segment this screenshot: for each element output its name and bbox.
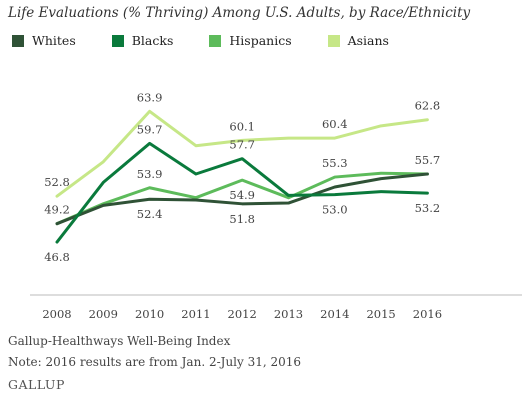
data-label-hispanics-2010: 53.9: [137, 167, 163, 181]
x-tick-label-2010: 2010: [135, 307, 164, 321]
data-label-blacks-2008: 46.8: [44, 250, 70, 264]
data-label-blacks-2012: 57.7: [229, 138, 255, 152]
legend-item-whites: Whites: [12, 33, 76, 48]
series-line-blacks: [55, 141, 429, 244]
x-tick-label-2015: 2015: [366, 307, 395, 321]
data-label-asians-2010: 63.9: [137, 90, 163, 104]
data-label-asians-2016: 62.8: [415, 99, 441, 113]
legend-swatch-blacks: [111, 34, 124, 47]
series-line-hispanics: [55, 171, 429, 226]
x-tick-label-2016: 2016: [413, 307, 442, 321]
chart-title: Life Evaluations (% Thriving) Among U.S.…: [8, 5, 471, 21]
data-label-asians-2012: 60.1: [229, 119, 255, 133]
series-line-asians: [55, 109, 429, 198]
legend-label-asians: Asians: [347, 33, 389, 48]
legend-swatch-asians: [327, 34, 340, 47]
data-label-hispanics-2012: 54.9: [229, 188, 255, 202]
legend-label-hispanics: Hispanics: [229, 33, 292, 48]
x-tick-label-2011: 2011: [181, 307, 210, 321]
gallup-logo: GALLUP: [8, 377, 65, 392]
data-label-hispanics-2014: 55.3: [322, 156, 348, 170]
data-label-whites-2016: 55.7: [415, 153, 441, 167]
data-label-blacks-2010: 59.7: [137, 122, 163, 136]
x-tick-label-2014: 2014: [320, 307, 349, 321]
legend-item-blacks: Blacks: [111, 33, 174, 48]
data-label-whites-2010: 52.4: [137, 207, 163, 221]
source-note: Gallup-Healthways Well-Being Index: [8, 334, 231, 348]
legend-swatch-hispanics: [209, 34, 222, 47]
x-tick-label-2012: 2012: [228, 307, 257, 321]
legend-label-blacks: Blacks: [131, 33, 174, 48]
legend-swatch-whites: [12, 34, 24, 47]
data-label-asians-2014: 60.4: [322, 117, 348, 131]
date-note: Note: 2016 results are from Jan. 2-July …: [8, 355, 302, 369]
data-label-asians-2008: 52.8: [44, 175, 70, 189]
x-tick-label-2009: 2009: [89, 307, 118, 321]
series-line-whites: [55, 172, 429, 226]
legend-label-whites: Whites: [32, 33, 76, 48]
legend-item-asians: Asians: [327, 33, 389, 48]
data-label-whites-2012: 51.8: [229, 212, 255, 226]
x-tick-label-2008: 2008: [42, 307, 71, 321]
chart-legend: Whites Blacks Hispanics Asians: [12, 33, 425, 48]
data-label-blacks-2014: 53.0: [322, 203, 348, 217]
legend-item-hispanics: Hispanics: [209, 33, 292, 48]
data-label-blacks-2016: 53.2: [415, 201, 441, 215]
data-label-whites-2008: 49.2: [44, 203, 70, 217]
x-tick-label-2013: 2013: [274, 307, 303, 321]
